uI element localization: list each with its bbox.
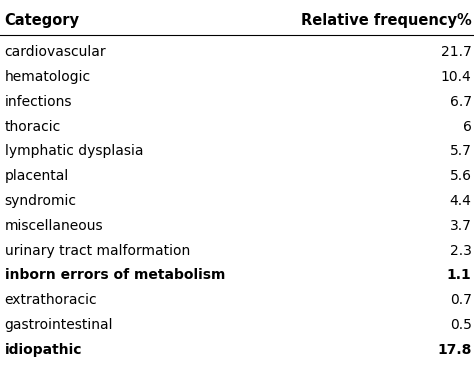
Text: 10.4: 10.4	[441, 70, 472, 84]
Text: lymphatic dysplasia: lymphatic dysplasia	[5, 144, 143, 158]
Text: urinary tract malformation: urinary tract malformation	[5, 243, 190, 258]
Text: 5.6: 5.6	[450, 169, 472, 183]
Text: 6.7: 6.7	[450, 95, 472, 109]
Text: Category: Category	[5, 13, 80, 28]
Text: gastrointestinal: gastrointestinal	[5, 318, 113, 332]
Text: idiopathic: idiopathic	[5, 343, 82, 357]
Text: inborn errors of metabolism: inborn errors of metabolism	[5, 268, 225, 282]
Text: 0.7: 0.7	[450, 293, 472, 307]
Text: thoracic: thoracic	[5, 120, 61, 134]
Text: 6: 6	[463, 120, 472, 134]
Text: miscellaneous: miscellaneous	[5, 219, 103, 233]
Text: syndromic: syndromic	[5, 194, 77, 208]
Text: Relative frequency%: Relative frequency%	[301, 13, 472, 28]
Text: cardiovascular: cardiovascular	[5, 45, 106, 59]
Text: placental: placental	[5, 169, 69, 183]
Text: hematologic: hematologic	[5, 70, 91, 84]
Text: extrathoracic: extrathoracic	[5, 293, 97, 307]
Text: 5.7: 5.7	[450, 144, 472, 158]
Text: infections: infections	[5, 95, 72, 109]
Text: 21.7: 21.7	[441, 45, 472, 59]
Text: 3.7: 3.7	[450, 219, 472, 233]
Text: 1.1: 1.1	[447, 268, 472, 282]
Text: 4.4: 4.4	[450, 194, 472, 208]
Text: 17.8: 17.8	[437, 343, 472, 357]
Text: 0.5: 0.5	[450, 318, 472, 332]
Text: 2.3: 2.3	[450, 243, 472, 258]
